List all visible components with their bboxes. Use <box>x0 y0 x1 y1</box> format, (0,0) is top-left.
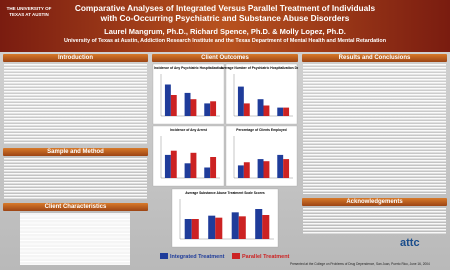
bar <box>210 157 217 178</box>
bar <box>277 107 284 116</box>
bar <box>263 161 270 178</box>
bar <box>191 219 199 239</box>
legend-label: Integrated Treatment <box>170 254 225 260</box>
attc-logo: attc <box>400 237 420 249</box>
header: THE UNIVERSITY OF TEXAS AT AUSTIN Compar… <box>0 0 450 52</box>
affiliation: University of Texas at Austin, Addiction… <box>64 38 386 44</box>
chart-title: Percentage of Clients Employed <box>236 128 286 132</box>
section-header: Client Characteristics <box>3 203 148 211</box>
bar <box>237 165 244 178</box>
bar <box>238 216 246 239</box>
bar <box>204 103 211 116</box>
bar <box>164 154 171 178</box>
bar <box>190 99 197 116</box>
footer: Presented at the College on Problems of … <box>290 262 430 266</box>
bar <box>184 219 192 239</box>
section-header: Acknowledgements <box>302 198 447 206</box>
bar <box>257 99 264 116</box>
section-header: Client Outcomes <box>152 54 298 62</box>
charts-panel: Incidence of Any Psychiatric Hospitaliza… <box>152 63 298 260</box>
bar <box>184 92 191 116</box>
body-text <box>4 64 147 144</box>
bar <box>277 154 284 178</box>
bar <box>184 163 191 178</box>
university-logo: THE UNIVERSITY OF TEXAS AT AUSTIN <box>6 6 52 17</box>
body-text <box>303 64 446 194</box>
section-header: Introduction <box>3 54 148 62</box>
bar <box>257 159 264 178</box>
bar <box>231 212 239 239</box>
authors: Laurel Mangrum, Ph.D., Richard Spence, P… <box>104 27 346 36</box>
legend-swatch <box>232 253 240 259</box>
bar <box>164 84 171 116</box>
bar <box>215 217 223 239</box>
bar <box>170 150 177 178</box>
bar <box>263 105 270 116</box>
bar <box>208 215 216 239</box>
body-text <box>4 158 147 200</box>
poster-title: Comparative Analyses of Integrated Versu… <box>74 3 376 23</box>
chart-title: Incidence of Any Arrest <box>170 128 208 132</box>
chart-title: Incidence of Any Psychiatric Hospitaliza… <box>154 66 223 70</box>
bar <box>237 86 244 116</box>
bar <box>190 152 197 178</box>
section-header: Results and Conclusions <box>302 54 447 62</box>
body-text <box>303 208 446 234</box>
bar <box>255 209 263 239</box>
section-header: Sample and Method <box>3 148 148 156</box>
bar <box>170 95 177 116</box>
bar <box>283 159 290 178</box>
bar <box>204 167 211 178</box>
bar <box>243 103 250 116</box>
characteristics-table <box>20 213 130 265</box>
bar <box>243 162 250 178</box>
bar <box>262 215 270 239</box>
chart-title: Average Substance Abuse Treatment Scale … <box>185 191 265 195</box>
chart-title: Average Number of Psychiatric Hospitaliz… <box>221 66 298 70</box>
legend-swatch <box>160 253 168 259</box>
bar <box>283 107 290 116</box>
bar <box>210 101 217 116</box>
legend-label: Parallel Treatment <box>242 254 290 260</box>
